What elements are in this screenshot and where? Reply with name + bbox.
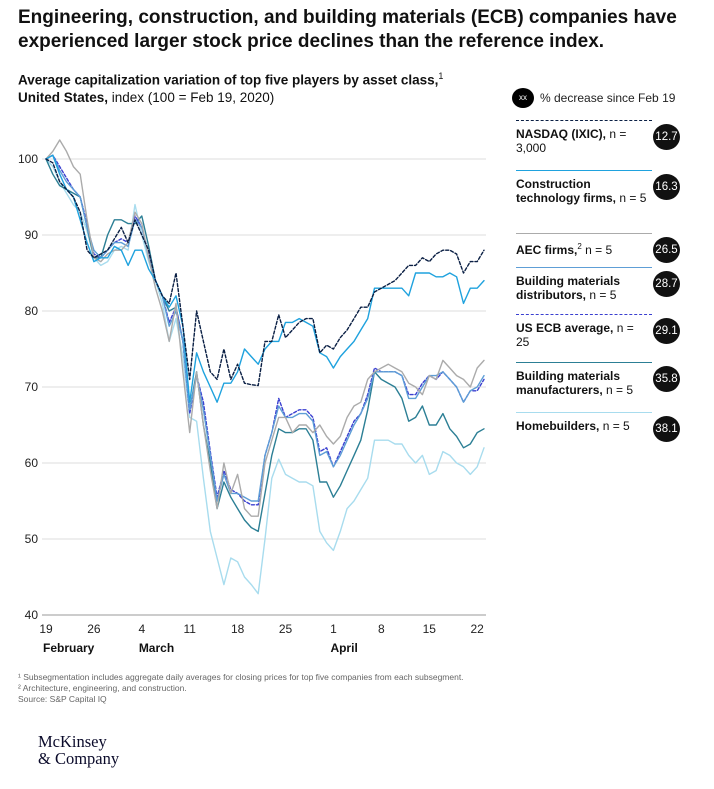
legend-sample-size: n = 5: [602, 419, 630, 433]
month-label: March: [139, 641, 174, 655]
legend-rule: [516, 170, 652, 171]
legend-decrease-badge: 38.1: [653, 416, 680, 442]
x-tick-label: 4: [138, 622, 145, 636]
y-tick-label: 70: [25, 380, 39, 394]
y-tick-label: 90: [25, 228, 39, 242]
headline: Engineering, construction, and building …: [18, 7, 677, 52]
legend-decrease-badge: 29.1: [653, 318, 680, 344]
y-tick-label: 40: [25, 608, 39, 622]
x-tick-label: 8: [378, 622, 385, 636]
legend-decrease-badge: 28.7: [653, 271, 680, 297]
legend-label: US ECB average, n = 25: [516, 321, 648, 349]
legend-sample-size: n = 5: [585, 243, 613, 257]
legend-sample-size: n = 25: [516, 321, 634, 349]
legend-decrease-badge: 16.3: [653, 174, 680, 200]
legend-label: AEC firms,2 n = 5: [516, 240, 648, 257]
x-tick-label: 15: [423, 622, 437, 636]
series-line: [45, 158, 485, 533]
footnotes: ¹ Subsegmentation includes aggregate dai…: [18, 672, 698, 705]
logo-line-1: McKinsey: [38, 732, 107, 751]
y-tick-label: 100: [18, 152, 38, 166]
series-line: [45, 158, 485, 595]
x-tick-label: 1: [330, 622, 337, 636]
series-line: [45, 158, 485, 387]
legend-rule: [516, 120, 652, 121]
footnote-2: ² Architecture, engineering, and constru…: [18, 683, 187, 693]
chart-subtitle: Average capitalization variation of top …: [18, 68, 488, 106]
legend-decrease-badge: 12.7: [653, 124, 680, 150]
legend-header-text: % decrease since Feb 19: [540, 91, 676, 105]
legend-sample-size: n = 5: [619, 191, 647, 205]
legend-sample-size: n = 3,000: [516, 127, 627, 155]
legend-header: xx % decrease since Feb 19: [512, 88, 702, 108]
legend-sample-size: n = 5: [606, 383, 634, 397]
legend-series-name: Building materials distributors,: [516, 274, 621, 302]
legend-series-name: AEC firms,: [516, 243, 578, 257]
subtitle-footnote-marker: 1: [438, 71, 444, 81]
legend-series-name: NASDAQ (IXIC),: [516, 127, 606, 141]
subtitle-bold-1: Average capitalization variation of top …: [18, 72, 439, 88]
x-tick-label: 19: [39, 622, 53, 636]
series-line: [45, 154, 485, 403]
legend-label: Building materials manufacturers, n = 5: [516, 369, 648, 397]
legend-footnote-marker: 2: [577, 242, 582, 251]
legend-sample-size: n = 5: [589, 288, 617, 302]
legend-decrease-badge: 35.8: [653, 366, 680, 392]
y-tick-label: 80: [25, 304, 39, 318]
legend-series-name: Homebuilders,: [516, 419, 600, 433]
legend-label: Homebuilders, n = 5: [516, 419, 648, 433]
x-tick-label: 22: [470, 622, 484, 636]
legend-label: Construction technology firms, n = 5: [516, 177, 648, 205]
legend-label: Building materials distributors, n = 5: [516, 274, 648, 302]
x-tick-label: 11: [183, 622, 196, 636]
legend-rule: [516, 267, 652, 268]
month-label: February: [43, 641, 95, 655]
source-note: Source: S&P Capital IQ: [18, 694, 107, 704]
legend-rule: [516, 362, 652, 363]
logo-line-2: & Company: [38, 749, 120, 768]
legend-rule: [516, 233, 652, 234]
subtitle-bold-2: United States,: [18, 89, 109, 105]
legend-series-name: Building materials manufacturers,: [516, 369, 621, 397]
series-line: [45, 154, 485, 506]
footnote-1: ¹ Subsegmentation includes aggregate dai…: [18, 672, 464, 682]
x-tick-label: 25: [279, 622, 293, 636]
y-tick-label: 50: [25, 532, 39, 546]
series-line: [45, 154, 485, 502]
series-line: [45, 139, 485, 517]
legend-series-name: Construction technology firms,: [516, 177, 617, 205]
legend-rule: [516, 412, 652, 413]
legend-series-name: US ECB average,: [516, 321, 614, 335]
legend-header-badge: xx: [512, 88, 534, 108]
subtitle-index-note: index (100 = Feb 19, 2020): [108, 89, 275, 105]
x-tick-label: 18: [231, 622, 245, 636]
month-label: April: [330, 641, 357, 655]
mckinsey-logo: McKinsey & Company: [38, 733, 119, 767]
legend-rule: [516, 314, 652, 315]
y-tick-label: 60: [25, 456, 39, 470]
legend-label: NASDAQ (IXIC), n = 3,000: [516, 127, 648, 155]
legend-decrease-badge: 26.5: [653, 237, 680, 263]
x-tick-label: 26: [87, 622, 101, 636]
